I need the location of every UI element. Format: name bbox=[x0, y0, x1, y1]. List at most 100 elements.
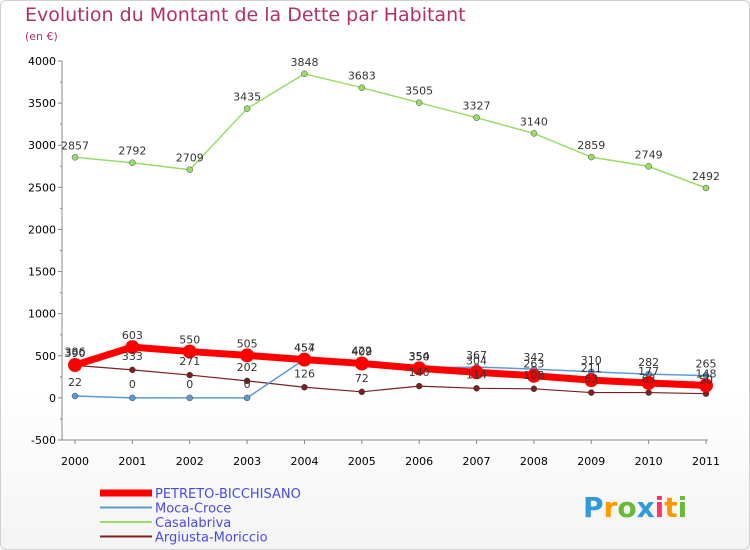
data-point bbox=[186, 394, 193, 402]
logo-letter: x bbox=[637, 491, 655, 524]
data-point bbox=[584, 373, 599, 388]
logo-letter: t bbox=[664, 491, 677, 524]
logo-letter: o bbox=[617, 491, 636, 524]
logo-letter: i bbox=[678, 491, 688, 524]
data-point bbox=[415, 99, 423, 106]
data-label: 2792 bbox=[118, 145, 146, 158]
data-point bbox=[354, 356, 369, 371]
data-label: 22 bbox=[68, 376, 82, 389]
data-label: 72 bbox=[355, 372, 369, 385]
data-label: 0 bbox=[129, 378, 136, 391]
data-point bbox=[530, 385, 538, 393]
data-label: 202 bbox=[237, 361, 258, 374]
data-label: 409 bbox=[351, 345, 372, 358]
data-label: 50 bbox=[699, 374, 713, 387]
data-label: 333 bbox=[122, 350, 143, 363]
data-point bbox=[473, 385, 480, 392]
data-point bbox=[243, 394, 251, 402]
x-tick-label: 2000 bbox=[61, 455, 89, 468]
data-label: 342 bbox=[523, 351, 544, 364]
data-label: 0 bbox=[244, 378, 251, 391]
data-point bbox=[243, 377, 251, 385]
data-point bbox=[186, 166, 193, 173]
data-point bbox=[415, 382, 423, 390]
series-line-argiusta-moriccio bbox=[74, 364, 707, 395]
data-label: 454 bbox=[294, 342, 315, 355]
series-line-petreto-bicchisano bbox=[73, 343, 707, 389]
logo-letter: r bbox=[604, 491, 618, 524]
data-point bbox=[129, 159, 136, 166]
data-label: 390 bbox=[65, 347, 86, 360]
chart-title: Evolution du Montant de la Dette par Hab… bbox=[25, 4, 466, 26]
data-label: 140 bbox=[409, 366, 430, 379]
legend: PETRETO-BICCHISANOMoca-CroceCasalabrivaA… bbox=[100, 487, 301, 546]
data-label: 2492 bbox=[692, 170, 720, 183]
y-tick-label: 3000 bbox=[28, 139, 56, 152]
legend-label: Argiusta-Moriccio bbox=[155, 531, 268, 546]
plot-area: 2857 2792 2709 3435 3848 3683 3505 3327 3140 2859… bbox=[61, 56, 720, 402]
data-label: 265 bbox=[696, 358, 717, 371]
y-tick-label: 3500 bbox=[28, 97, 56, 110]
data-point bbox=[526, 368, 541, 383]
data-point bbox=[641, 375, 656, 390]
legend-label: Moca-Croce bbox=[155, 502, 231, 517]
data-label: 63 bbox=[584, 373, 598, 386]
data-label: 63 bbox=[642, 373, 656, 386]
data-label: 3848 bbox=[290, 56, 318, 69]
data-point bbox=[182, 344, 197, 359]
data-point bbox=[243, 105, 251, 112]
y-tick-label: 2500 bbox=[28, 181, 56, 194]
data-label: 367 bbox=[466, 349, 487, 362]
data-point bbox=[68, 358, 82, 373]
legend-label: PETRETO-BICCHISANO bbox=[155, 487, 301, 502]
data-point bbox=[240, 348, 255, 363]
data-label: 282 bbox=[638, 356, 659, 369]
legend-label: Casalabriva bbox=[155, 516, 231, 531]
x-tick-label: 2007 bbox=[463, 455, 491, 468]
data-label: 3683 bbox=[348, 70, 376, 83]
data-label: 3140 bbox=[520, 115, 548, 128]
data-label: 3435 bbox=[233, 91, 261, 104]
data-point bbox=[412, 361, 427, 376]
data-point bbox=[530, 130, 538, 137]
data-point bbox=[125, 340, 140, 355]
data-label: 177 bbox=[638, 365, 659, 378]
x-tick-label: 2010 bbox=[635, 455, 663, 468]
data-label: 108 bbox=[523, 369, 544, 382]
data-label: 3505 bbox=[405, 85, 433, 98]
data-point bbox=[186, 371, 193, 379]
x-tick-label: 2001 bbox=[118, 455, 146, 468]
y-tick-label: 0 bbox=[49, 392, 56, 405]
data-point bbox=[588, 153, 595, 161]
y-tick-label: 4000 bbox=[28, 55, 56, 68]
x-tick-label: 2004 bbox=[290, 455, 318, 468]
data-label: 603 bbox=[122, 329, 143, 342]
logo-letter: P bbox=[583, 491, 604, 524]
data-point bbox=[129, 394, 136, 402]
data-label: 126 bbox=[294, 367, 315, 380]
y-tick-label: -500 bbox=[31, 434, 56, 447]
data-point bbox=[645, 163, 652, 170]
data-point bbox=[702, 184, 710, 192]
y-tick-label: 1000 bbox=[28, 308, 56, 321]
data-point bbox=[358, 84, 366, 91]
y-tick-label: 500 bbox=[35, 350, 56, 363]
data-label: 2709 bbox=[176, 152, 204, 165]
data-label: 2749 bbox=[635, 148, 663, 161]
data-label: 3327 bbox=[463, 100, 491, 113]
x-tick-label: 2008 bbox=[520, 455, 548, 468]
data-point bbox=[469, 365, 484, 380]
data-label: 2859 bbox=[577, 139, 605, 152]
data-label: 148 bbox=[696, 367, 717, 380]
data-point bbox=[645, 389, 652, 396]
axes: -500050010001500200025003000350040002000… bbox=[28, 55, 720, 468]
proxiti-logo: Proxiti bbox=[583, 491, 687, 524]
data-label: 304 bbox=[466, 354, 487, 367]
x-tick-label: 2006 bbox=[405, 455, 433, 468]
data-label: 354 bbox=[409, 350, 430, 363]
data-label: 550 bbox=[179, 334, 200, 347]
data-label: 263 bbox=[523, 358, 544, 371]
x-tick-label: 2002 bbox=[176, 455, 204, 468]
data-label: 0 bbox=[186, 378, 193, 391]
data-label: 422 bbox=[351, 344, 372, 357]
